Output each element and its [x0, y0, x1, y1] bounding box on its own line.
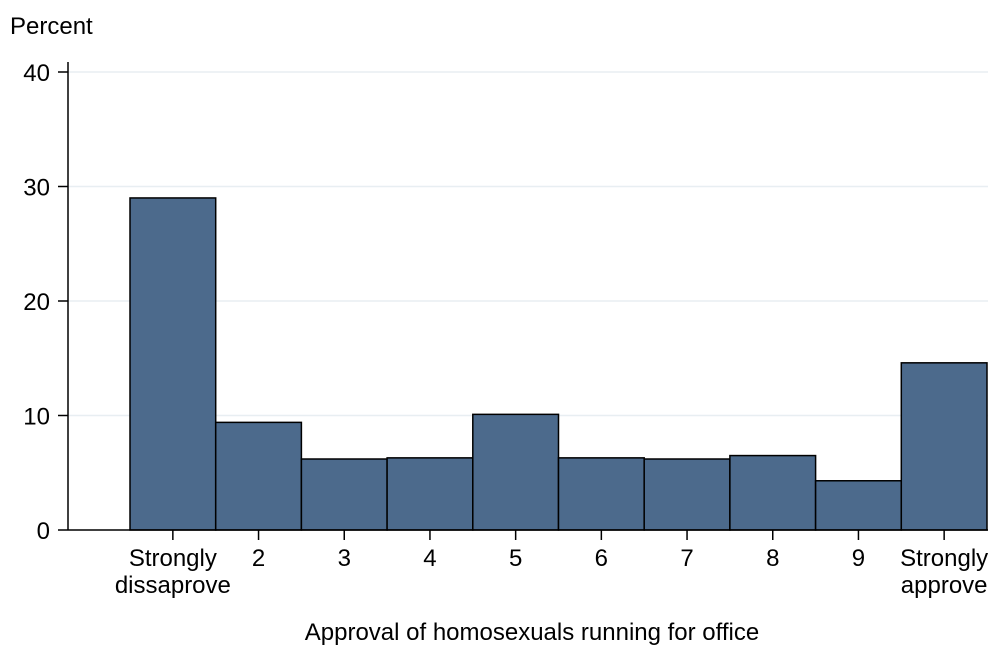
bar [729, 454, 817, 531]
x-tick-label: 3 [338, 545, 351, 572]
y-tick-label: 0 [37, 518, 50, 545]
y-tick-label: 10 [23, 404, 50, 431]
x-tick-label: 6 [595, 545, 608, 572]
y-tick-label: 40 [23, 60, 50, 87]
axes [67, 62, 988, 531]
bars [129, 197, 988, 531]
x-tick-label: 4 [423, 545, 436, 572]
bar [129, 197, 217, 531]
x-tick-label: 5 [509, 545, 522, 572]
x-tick-label: dissaprove [115, 572, 231, 599]
bar [814, 480, 903, 531]
x-tick-label: 9 [852, 545, 865, 572]
x-tick-label: 2 [252, 545, 265, 572]
x-tick-label: 7 [680, 545, 693, 572]
y-tick-label: 30 [23, 175, 50, 202]
bar [557, 457, 645, 531]
y-axis-ticks: 0 10 20 30 40 [23, 60, 68, 545]
bar [386, 457, 474, 531]
x-tick-label: 8 [766, 545, 779, 572]
bar [472, 413, 560, 531]
y-axis-title: Percent [10, 13, 93, 40]
x-tick-label: approve [901, 572, 988, 599]
x-axis-title: Approval of homosexuals running for offi… [305, 619, 760, 646]
x-tick-label: Strongly [900, 545, 988, 572]
y-tick-label: 20 [23, 289, 50, 316]
bar [214, 421, 303, 531]
bar [300, 458, 388, 531]
bar [900, 362, 988, 531]
x-tick-label: Strongly [129, 545, 217, 572]
bar [643, 458, 731, 531]
